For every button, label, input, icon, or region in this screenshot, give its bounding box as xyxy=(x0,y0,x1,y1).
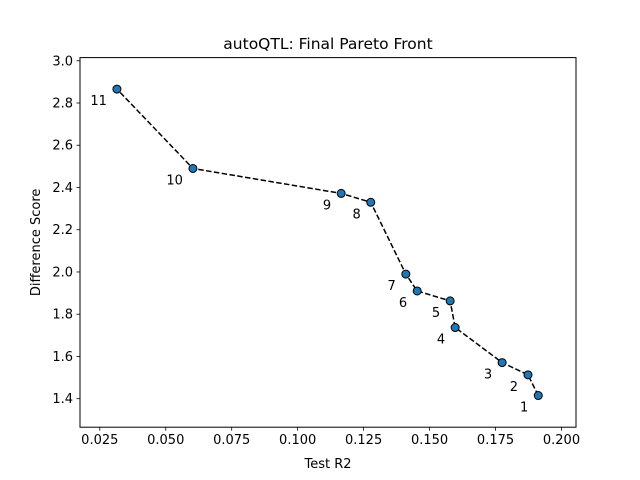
y-tick-label: 2.8 xyxy=(52,97,73,112)
x-axis-ticks: 0.025 0.050 0.075 0.100 0.125 0.150 0.175 0.200 xyxy=(81,427,580,448)
y-tick-label: 3.0 xyxy=(52,54,73,69)
y-axis-label: Difference Score xyxy=(29,189,44,297)
y-tick-label: 2.4 xyxy=(52,181,73,196)
x-tick-label: 0.200 xyxy=(543,433,580,448)
x-tick-label: 0.100 xyxy=(279,433,316,448)
point-label: 9 xyxy=(323,198,331,213)
point-label: 6 xyxy=(399,296,407,311)
point-label: 3 xyxy=(484,368,492,383)
point-label: 8 xyxy=(352,207,360,222)
point-label: 2 xyxy=(510,380,518,395)
data-point xyxy=(523,370,533,380)
x-tick-label: 0.075 xyxy=(213,433,250,448)
point-label: 11 xyxy=(90,94,107,109)
data-point xyxy=(336,188,346,198)
y-tick-label: 2.2 xyxy=(52,223,73,238)
y-tick-label: 1.4 xyxy=(52,392,73,407)
pareto-front-line xyxy=(116,88,539,396)
point-label: 7 xyxy=(388,279,396,294)
point-label: 5 xyxy=(432,306,440,321)
x-tick-label: 0.125 xyxy=(345,433,382,448)
x-axis-label: Test R2 xyxy=(303,457,351,472)
data-point xyxy=(401,269,411,279)
data-point xyxy=(445,296,455,306)
pareto-series: 12 3 4 5 67 8 9 10 11 xyxy=(90,84,543,416)
point-label: 1 xyxy=(520,401,528,416)
data-point xyxy=(412,286,422,296)
chart-title: autoQTL: Final Pareto Front xyxy=(223,35,432,53)
x-tick-label: 0.175 xyxy=(477,433,514,448)
plot-area-frame xyxy=(79,57,577,428)
y-tick-label: 1.8 xyxy=(52,308,73,323)
x-tick-label: 0.025 xyxy=(81,433,118,448)
data-point xyxy=(450,323,460,333)
data-point xyxy=(366,197,376,207)
data-point xyxy=(497,358,507,368)
y-axis-ticks: 1.4 1.6 1.8 2.0 2.2 2.4 2.6 2.8 3.0 xyxy=(52,54,80,407)
y-tick-label: 2.0 xyxy=(52,265,73,280)
x-tick-label: 0.050 xyxy=(147,433,184,448)
y-tick-label: 2.6 xyxy=(52,139,73,154)
data-point xyxy=(112,84,122,94)
x-tick-label: 0.150 xyxy=(411,433,448,448)
point-label: 10 xyxy=(166,173,183,188)
point-label: 4 xyxy=(437,333,445,348)
y-tick-label: 1.6 xyxy=(52,350,73,365)
data-point xyxy=(533,391,543,401)
data-point xyxy=(188,163,198,173)
